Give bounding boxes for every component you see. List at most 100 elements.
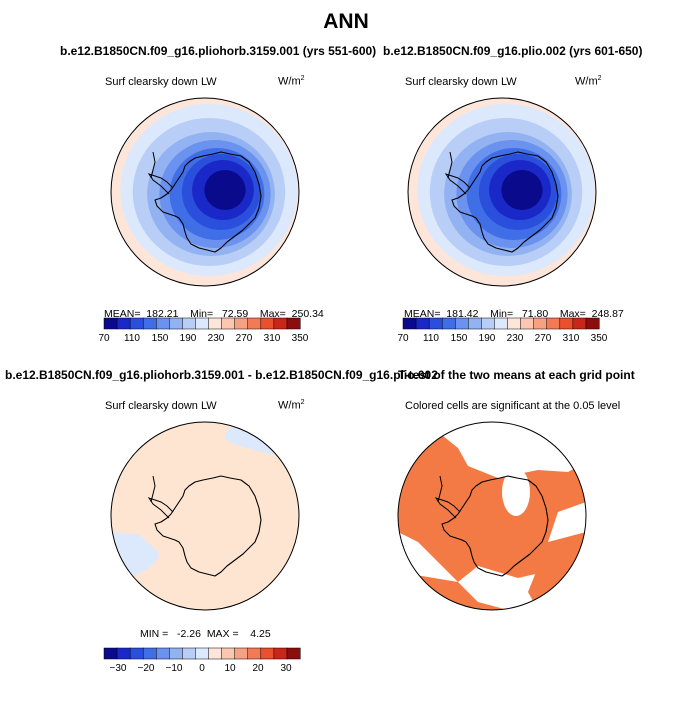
colorbar-tick-label: −20: [138, 663, 155, 674]
variable-label-top-left: Surf clearsky down LW: [105, 76, 217, 88]
colorbar-tick-label: −30: [110, 663, 127, 674]
colorbar-tick-label: 230: [208, 333, 225, 344]
antarctica-coastline: [154, 151, 262, 253]
colorbar-swatch: [402, 317, 417, 330]
colorbar-tick-label: 310: [563, 333, 580, 344]
colorbar-tick-label: 190: [180, 333, 197, 344]
colorbar-tick-label: 0: [199, 663, 205, 674]
colorbar-tick-label: 230: [507, 333, 524, 344]
colorbar-swatch: [441, 317, 456, 330]
antarctica-coastline: [441, 475, 549, 577]
figure-title: ANN: [323, 10, 369, 33]
colorbar-swatch: [103, 317, 118, 330]
south-america-coastline: [150, 475, 156, 503]
colorbar-swatch: [273, 647, 288, 660]
colorbar-swatch: [572, 317, 587, 330]
map-border: [407, 97, 597, 287]
stats-bottom-left: MIN = -2.26 MAX = 4.25: [140, 628, 271, 640]
units-label-bottom-left: W/m2: [278, 399, 305, 412]
colorbar-tick-label: 350: [292, 333, 309, 344]
colorbar-swatch: [559, 317, 574, 330]
colorbar-swatch: [260, 647, 275, 660]
colorbar-swatch: [533, 317, 548, 330]
units-label-top-left: W/m2: [278, 75, 305, 88]
colorbar-swatch: [156, 317, 170, 330]
colorbar-swatch: [415, 317, 430, 330]
colorbar-swatch: [129, 647, 144, 660]
units-text: W/m: [278, 399, 301, 412]
stats-top-left: MEAN= 182.21 Min= 72.59 Max= 250.34: [104, 308, 324, 320]
map-top-right: [407, 97, 597, 287]
colorbar-tick-label: 30: [280, 663, 292, 674]
south-america-coastline: [437, 475, 443, 503]
antarctica-coastline: [451, 151, 559, 253]
units-exponent: 2: [300, 399, 305, 406]
colorbar-tick-label: 70: [98, 333, 110, 344]
colorbar-swatch: [234, 647, 249, 660]
colorbar-tick-label: 20: [252, 663, 264, 674]
colorbar-swatch: [286, 647, 301, 660]
colorbar-swatch: [182, 647, 197, 660]
colorbar-swatch: [195, 647, 210, 660]
colorbar-swatch: [221, 647, 236, 660]
colorbar-swatch: [103, 647, 118, 660]
south-america-coastline: [150, 151, 156, 179]
colorbar-tick-label: 270: [236, 333, 253, 344]
units-text: W/m: [278, 75, 301, 88]
units-exponent: 2: [597, 75, 602, 82]
colorbar-swatch: [546, 317, 561, 330]
colorbar-tick-label: 310: [264, 333, 281, 344]
variable-label-top-right: Surf clearsky down LW: [405, 76, 517, 88]
colorbar-tick-label: 10: [224, 663, 236, 674]
colorbar-swatch: [260, 317, 275, 330]
colorbar-swatch: [182, 317, 197, 330]
map-bottom-left: [110, 421, 300, 611]
colorbar-swatch: [156, 647, 170, 660]
units-label-top-right: W/m2: [575, 75, 602, 88]
colorbar-top-left: 70 110 150 190 230 270 310 350: [98, 317, 309, 344]
colorbar-swatch: [468, 317, 482, 330]
colorbar-tick-label: 110: [423, 333, 439, 344]
colorbar-tick-label: 150: [152, 333, 169, 344]
colorbar-swatch: [428, 317, 443, 330]
colorbar-tick-label: −10: [166, 663, 183, 674]
panel-title-top-right: b.e12.B1850CN.f09_g16.plio.002 (yrs 601-…: [383, 44, 643, 58]
colorbar-swatch: [169, 647, 183, 660]
field-layer: [111, 422, 299, 610]
significance-layer: [398, 422, 586, 610]
panel-title-bottom-right: T-test of the two means at each grid poi…: [398, 368, 635, 382]
colorbar-swatch: [208, 647, 223, 660]
colorbar-swatch: [195, 317, 210, 330]
colorbar-swatch: [208, 317, 223, 330]
colorbar-swatch: [142, 317, 157, 330]
colorbar-swatch: [273, 317, 288, 330]
units-exponent: 2: [300, 75, 305, 82]
colorbar-tick-label: 70: [397, 333, 409, 344]
field-layer: [408, 98, 596, 286]
map-top-left: [110, 97, 300, 287]
colorbar-swatch: [507, 317, 522, 330]
colorbar-swatch: [142, 647, 157, 660]
colorbar-tick-label: 110: [124, 333, 140, 344]
field-layer: [111, 98, 299, 286]
units-text: W/m: [575, 75, 598, 88]
colorbar-tick-label: 350: [591, 333, 608, 344]
map-border: [397, 421, 587, 611]
colorbar-tick-label: 150: [451, 333, 468, 344]
nonsignificant-hole: [502, 468, 530, 516]
colorbar-swatch: [481, 317, 496, 330]
colorbar-tick-label: 190: [479, 333, 496, 344]
map-border: [110, 421, 300, 611]
stats-top-right: MEAN= 181.42 Min= 71.80 Max= 248.87: [404, 308, 624, 320]
map-border: [110, 97, 300, 287]
colorbar-swatch: [129, 317, 144, 330]
colorbar-swatch: [221, 317, 236, 330]
field-contour-7: [501, 170, 543, 210]
colorbar-swatch: [494, 317, 509, 330]
panel-title-top-left: b.e12.B1850CN.f09_g16.pliohorb.3159.001 …: [60, 44, 377, 58]
colorbar-bottom-left: −30 −20 −10 0 10 20 30: [103, 647, 301, 674]
colorbar-swatch: [520, 317, 535, 330]
map-bottom-right: [397, 421, 587, 611]
colorbar-swatch: [116, 317, 131, 330]
colorbar-top-right: 70 110 150 190 230 270 310 350: [397, 317, 608, 344]
